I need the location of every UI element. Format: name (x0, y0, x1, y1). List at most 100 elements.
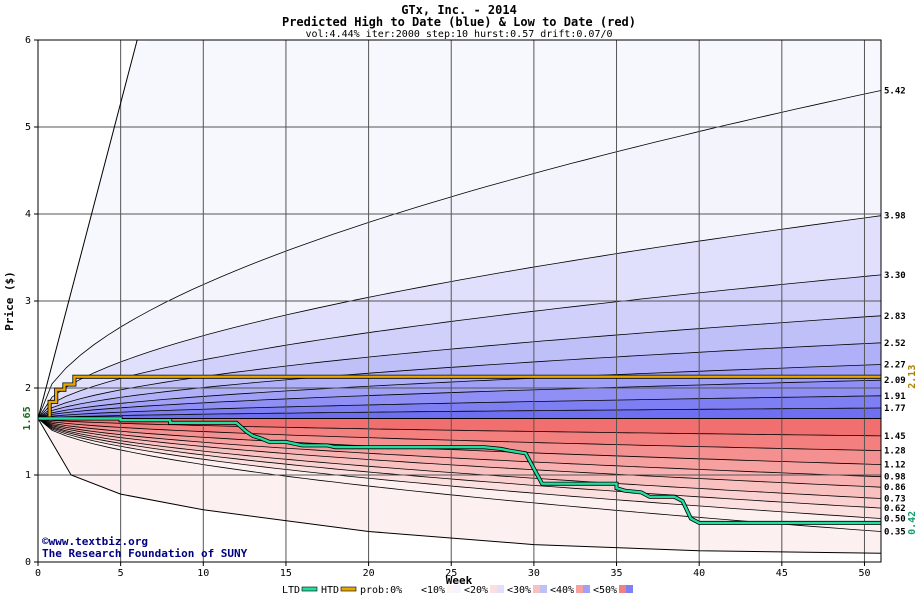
legend-label: <10% (421, 585, 445, 596)
band-high-0 (38, 90, 881, 419)
x-tick-label: 25 (445, 568, 457, 579)
band-boundary-lines (37, 90, 882, 532)
chart-title: GTx, Inc. - 2014 (401, 3, 517, 17)
band-boundary-line (37, 315, 882, 419)
legend-label: <50% (593, 585, 617, 596)
legend-swatch-red (447, 585, 454, 593)
outer-low-line (37, 418, 882, 554)
band-boundary-line (37, 418, 882, 478)
x-tick-label: 45 (776, 568, 788, 579)
low-band-end-label: 0.73 (884, 494, 906, 504)
x-tick-label: 35 (611, 568, 623, 579)
band-low-3 (38, 418, 881, 477)
band-end-labels: 5.42 3.98 3.30 2.83 2.52 2.27 2.09 1.91 1.77 1.45… (884, 86, 918, 537)
legend-swatch-red (404, 585, 411, 593)
legend-label: HTD (321, 585, 339, 596)
low-band-end-label: 0.35 (884, 528, 906, 538)
high-band-end-label: 1.91 (884, 392, 906, 402)
ltd-line (38, 417, 881, 525)
high-band-end-label: 2.09 (884, 376, 906, 386)
low-band-end-label: 0.62 (884, 504, 906, 514)
credit-org: The Research Foundation of SUNY (42, 547, 248, 560)
band-low-2 (38, 418, 881, 465)
low-band-end-label: 0.86 (884, 483, 906, 493)
legend-swatch-red (490, 585, 497, 593)
x-tick-label: 40 (693, 568, 705, 579)
high-band-end-label: 1.77 (884, 404, 906, 414)
outer-high-line (37, 39, 138, 419)
band-low-7 (38, 418, 881, 519)
band-boundary-line (37, 418, 882, 488)
band-low-1 (38, 418, 881, 451)
band-high-2 (38, 274, 881, 419)
band-boundary-line (37, 418, 882, 509)
legend-swatch-blue (540, 585, 547, 593)
y-tick-label: 2 (25, 383, 31, 394)
chart-subtitle: Predicted High to Date (blue) & Low to D… (282, 15, 636, 29)
band-boundary-line (37, 418, 882, 437)
low-band-end-label: 1.28 (884, 447, 906, 457)
band-boundary-line (37, 342, 882, 419)
band-high-8 (38, 408, 881, 419)
y-tick-label: 0 (25, 557, 31, 568)
high-band-end-label: 3.98 (884, 212, 906, 222)
x-tick-label: 50 (858, 568, 870, 579)
legend-swatch-red (533, 585, 540, 593)
x-tick-label: 30 (528, 568, 540, 579)
y-tick-label: 4 (25, 209, 31, 220)
band-high-4 (38, 342, 881, 419)
legend-label: LTD (282, 585, 300, 596)
band-boundary-line (37, 379, 882, 419)
y-tick-label: 5 (25, 122, 31, 133)
htd-end-label: 2.13 (907, 365, 918, 389)
band-high-1 (38, 215, 881, 419)
legend-line-swatch (340, 586, 357, 592)
band-boundary-line (37, 90, 882, 419)
legend-label: <20% (464, 585, 488, 596)
band-low-0 (38, 418, 881, 436)
low-band-end-label: 1.45 (884, 432, 906, 442)
x-tick-label: 5 (118, 568, 124, 579)
high-band-end-label: 3.30 (884, 271, 906, 281)
band-low-8 (38, 418, 881, 532)
band-high-3 (38, 315, 881, 419)
legend-swatch-blue (411, 585, 418, 593)
x-tick-label: 15 (280, 568, 292, 579)
low-band-end-label: 0.98 (884, 473, 906, 483)
legend-swatch-blue (583, 585, 590, 593)
x-tick-label: 10 (197, 568, 209, 579)
credit-site: ©www.textbiz.org (42, 535, 148, 548)
data-series (38, 374, 881, 525)
start-price-label: 1.65 (22, 406, 33, 430)
low-band-end-label: 1.12 (884, 461, 906, 471)
band-boundary-line (37, 418, 882, 499)
x-tick-label: 0 (35, 568, 41, 579)
band-high-7 (38, 395, 881, 419)
outer-envelope-lines (37, 39, 882, 554)
legend-label: prob:0% (360, 585, 402, 596)
legend-line-swatch (301, 586, 318, 592)
band-boundary-line (37, 215, 882, 419)
x-axis-label: Week (446, 574, 473, 587)
htd-line (38, 375, 881, 420)
legend-swatch-red (576, 585, 583, 593)
y-tick-label: 6 (25, 35, 31, 46)
legend-swatch-blue (626, 585, 633, 593)
legend-swatch-blue (497, 585, 504, 593)
probability-bands (38, 40, 881, 554)
band-low-6 (38, 418, 881, 509)
high-band-end-label: 2.27 (884, 361, 906, 371)
legend: LTD HTD prob:0% <10% <20% <30% <40% <50% (282, 585, 633, 596)
band-boundary-line (37, 418, 882, 519)
ltd-end-label: 0.42 (907, 511, 918, 535)
legend-swatch-red (619, 585, 626, 593)
x-tick-label: 20 (363, 568, 375, 579)
high-band-end-label: 2.52 (884, 339, 906, 349)
band-boundary-line (37, 407, 882, 419)
high-band-end-label: 2.83 (884, 312, 906, 322)
band-low-5 (38, 418, 881, 499)
band-boundary-line (37, 274, 882, 419)
legend-swatch-blue (454, 585, 461, 593)
band-low-outer (38, 418, 881, 554)
